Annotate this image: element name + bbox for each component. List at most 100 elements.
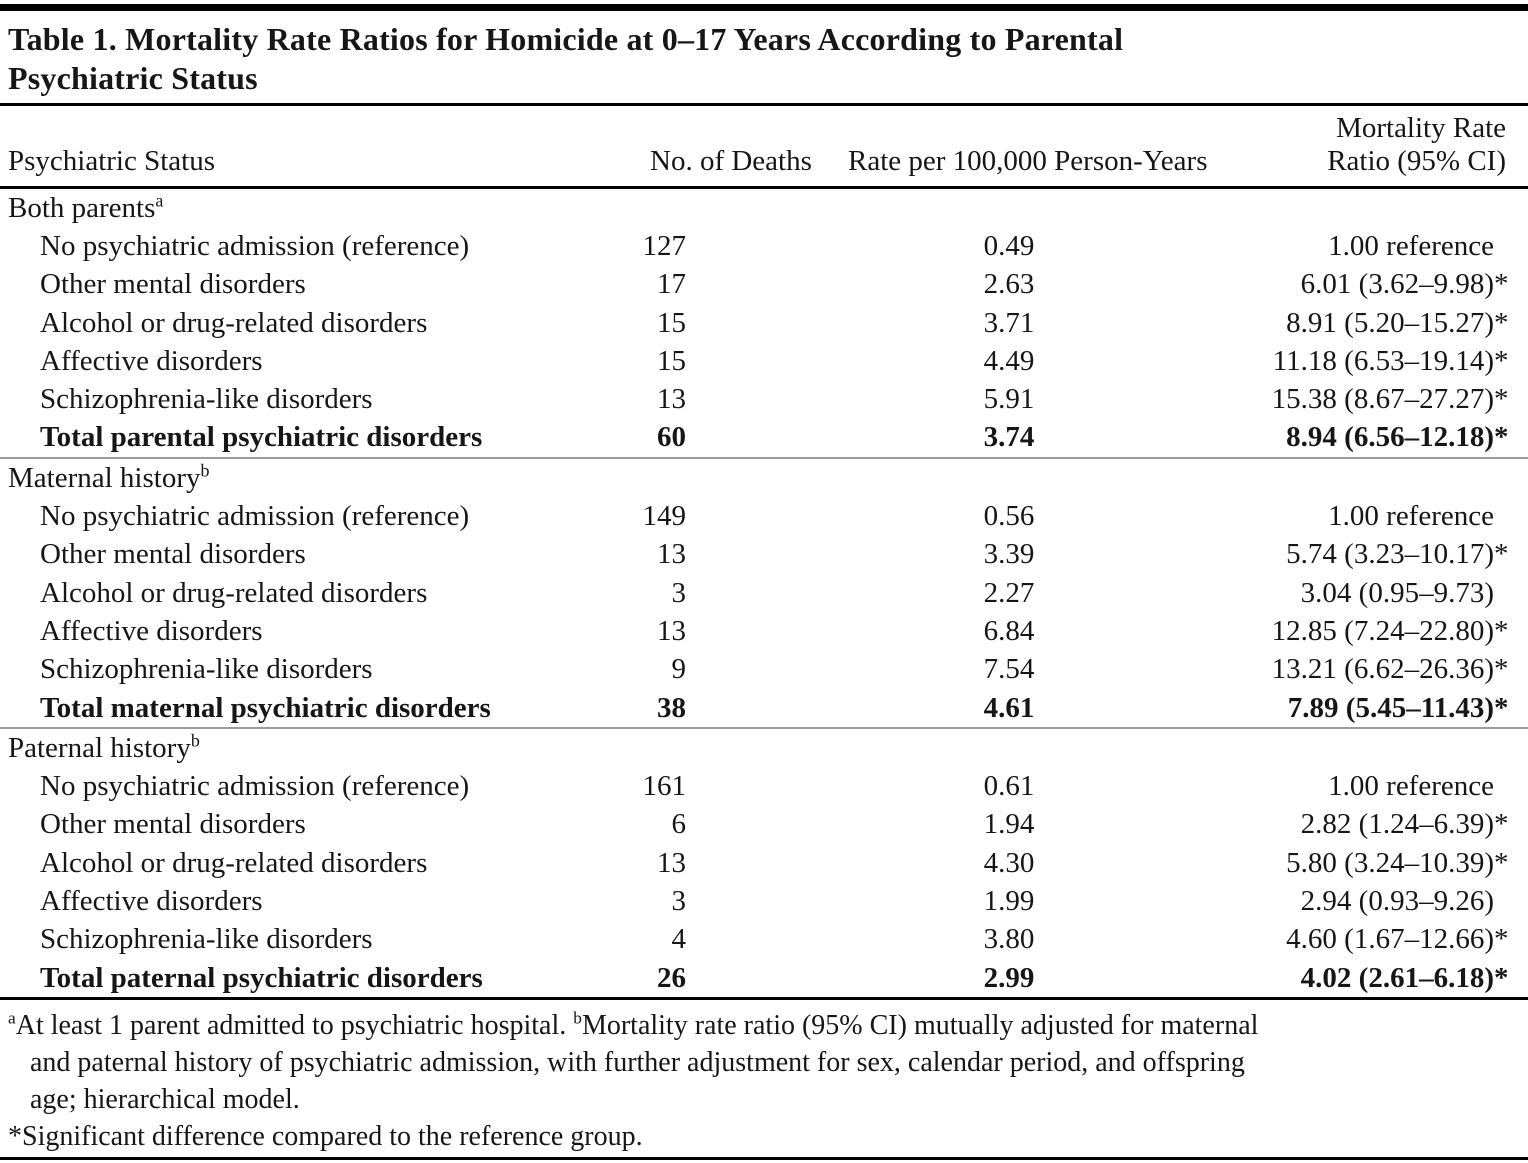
row-label: No psychiatric admission (reference)	[40, 229, 470, 262]
section-header-row: Maternal historyb	[8, 459, 1512, 497]
row-label: Alcohol or drug-related disorders	[40, 576, 428, 609]
ratio-text: 1.00 reference	[1328, 500, 1494, 533]
section-label: Maternal historyb	[8, 460, 210, 494]
significance-asterisk: *	[1494, 808, 1509, 841]
table-row: Schizophrenia-like disorders 9 7.54 13.21 (…	[8, 651, 1512, 689]
section-footnote-marker: b	[200, 460, 210, 481]
deaths-value: 149	[642, 500, 687, 533]
deaths-value: 13	[657, 846, 686, 879]
deaths-value: 3	[671, 884, 687, 917]
row-label: Affective disorders	[40, 884, 263, 917]
table-title-line1: Table 1. Mortality Rate Ratios for Homic…	[8, 21, 1124, 57]
top-rule	[0, 4, 1528, 11]
deaths-value: 13	[657, 614, 686, 647]
ratio-value: 5.80 (3.24–10.39)*	[1170, 847, 1512, 880]
ratio-value: 4.02 (2.61–6.18)*	[1170, 962, 1512, 995]
ratio-value: 13.21 (6.62–26.36)*	[1170, 653, 1512, 686]
rate-value: 1.99	[983, 884, 1035, 917]
footnote-b-text: Mortality rate ratio (95% CI) mutually a…	[581, 1010, 1259, 1042]
row-label: Alcohol or drug-related disorders	[40, 306, 428, 339]
footnote-b-marker: b	[573, 1008, 582, 1028]
row-label: Schizophrenia-like disorders	[40, 383, 373, 416]
table-section: Maternal historyb No psychiatric admissio…	[0, 457, 1528, 727]
rate-value: 1.94	[983, 808, 1035, 841]
footnote-line-3: age; hierarchical model.	[30, 1084, 300, 1116]
rate-value: 3.71	[983, 306, 1035, 339]
significance-asterisk: *	[1494, 846, 1509, 879]
table-row: Other mental disorders 6 1.94 2.82 (1.24–6.…	[8, 806, 1512, 844]
table-row: Alcohol or drug-related disorders 3 2.27 3.…	[8, 574, 1512, 612]
bottom-rule	[0, 1157, 1528, 1163]
ratio-value: 3.04 (0.95–9.73)	[1170, 577, 1512, 610]
significance-asterisk: *	[1494, 306, 1509, 339]
ratio-text: 15.38 (8.67–27.27)	[1271, 383, 1494, 416]
table-row: Affective disorders 13 6.84 12.85 (7.24–22.…	[8, 612, 1512, 650]
ratio-text: 11.18 (6.53–19.14)	[1272, 344, 1494, 377]
column-header-ratio-line1: Mortality Rate	[1336, 112, 1506, 144]
ratio-text: 13.21 (6.62–26.36)	[1271, 653, 1494, 686]
deaths-value: 6	[671, 808, 687, 841]
row-label: Schizophrenia-like disorders	[40, 923, 373, 956]
ratio-value: 5.74 (3.23–10.17)*	[1170, 538, 1512, 571]
ratio-text: 4.60 (1.67–12.66)	[1286, 923, 1494, 956]
row-label: Other mental disorders	[40, 538, 306, 571]
table-row: Other mental disorders 17 2.63 6.01 (3.62–9…	[8, 266, 1512, 304]
ratio-value: 15.38 (8.67–27.27)*	[1170, 383, 1512, 416]
deaths-value: 38	[657, 691, 686, 724]
rate-value: 6.84	[983, 614, 1035, 647]
ratio-value: 6.01 (3.62–9.98)*	[1170, 268, 1512, 301]
row-label: No psychiatric admission (reference)	[40, 500, 470, 533]
footnote-significance: *Significant difference compared to the …	[8, 1121, 643, 1153]
column-header-no-of-deaths: No. of Deaths	[650, 145, 812, 177]
rate-value: 3.39	[983, 538, 1035, 571]
table-row: Alcohol or drug-related disorders 13 4.30 5…	[8, 844, 1512, 882]
significance-asterisk: *	[1494, 923, 1509, 956]
ratio-value: 7.89 (5.45–11.43)*	[1170, 692, 1512, 725]
ratio-text: 5.74 (3.23–10.17)	[1286, 538, 1494, 571]
rate-value: 4.49	[983, 344, 1035, 377]
section-header-row: Both parentsa	[8, 189, 1512, 227]
row-label: Other mental disorders	[40, 808, 306, 841]
ratio-text: 12.85 (7.24–22.80)	[1271, 614, 1494, 647]
rate-value: 3.80	[983, 923, 1035, 956]
deaths-value: 13	[657, 383, 686, 416]
row-label: Total parental psychiatric disorders	[40, 421, 483, 454]
significance-asterisk: *	[1494, 383, 1509, 416]
rate-value: 2.99	[983, 961, 1035, 994]
ratio-text: 2.94 (0.93–9.26)	[1300, 884, 1494, 917]
table-body: Both parentsa No psychiatric admission (r…	[0, 189, 1528, 997]
deaths-value: 127	[642, 229, 687, 262]
row-label: Affective disorders	[40, 344, 263, 377]
significance-asterisk: *	[1494, 614, 1509, 647]
section-header-row: Paternal historyb	[8, 729, 1512, 767]
table-row: Schizophrenia-like disorders 4 3.80 4.60 (1…	[8, 921, 1512, 959]
ratio-value: 8.91 (5.20–15.27)*	[1170, 307, 1512, 340]
table-row: Total parental psychiatric disorders 60 3.…	[8, 419, 1512, 457]
table-row: Total maternal psychiatric disorders 38 4.…	[8, 689, 1512, 727]
ratio-text: 8.94 (6.56–12.18)	[1286, 421, 1494, 454]
rate-value: 2.27	[983, 576, 1035, 609]
deaths-value: 15	[657, 306, 686, 339]
row-label: Schizophrenia-like disorders	[40, 653, 373, 686]
rate-value: 4.30	[983, 846, 1035, 879]
row-label: Affective disorders	[40, 614, 263, 647]
rate-value: 0.61	[983, 770, 1035, 803]
table-row: Total paternal psychiatric disorders 26 2.…	[8, 959, 1512, 997]
table-title: Table 1. Mortality Rate Ratios for Homic…	[0, 11, 1528, 106]
section-label: Paternal historyb	[8, 730, 200, 764]
rate-value: 5.91	[983, 383, 1035, 416]
table-row: Other mental disorders 13 3.39 5.74 (3.23–1…	[8, 536, 1512, 574]
table-row: No psychiatric admission (reference) 127 0…	[8, 227, 1512, 265]
rate-value: 4.61	[983, 691, 1035, 724]
table-row: Schizophrenia-like disorders 13 5.91 15.38 …	[8, 380, 1512, 418]
deaths-value: 15	[657, 344, 686, 377]
ratio-text: 5.80 (3.24–10.39)	[1286, 846, 1494, 879]
table-header-row: Psychiatric Status No. of Deaths Rate pe…	[0, 106, 1528, 189]
footnote-a-marker: a	[8, 1008, 16, 1028]
rate-value: 0.49	[983, 229, 1035, 262]
ratio-value: 2.94 (0.93–9.26)	[1170, 885, 1512, 918]
deaths-value: 17	[657, 268, 686, 301]
deaths-value: 9	[671, 653, 687, 686]
footnote-line-1: aAt least 1 parent admitted to psychiatr…	[8, 1007, 1512, 1044]
